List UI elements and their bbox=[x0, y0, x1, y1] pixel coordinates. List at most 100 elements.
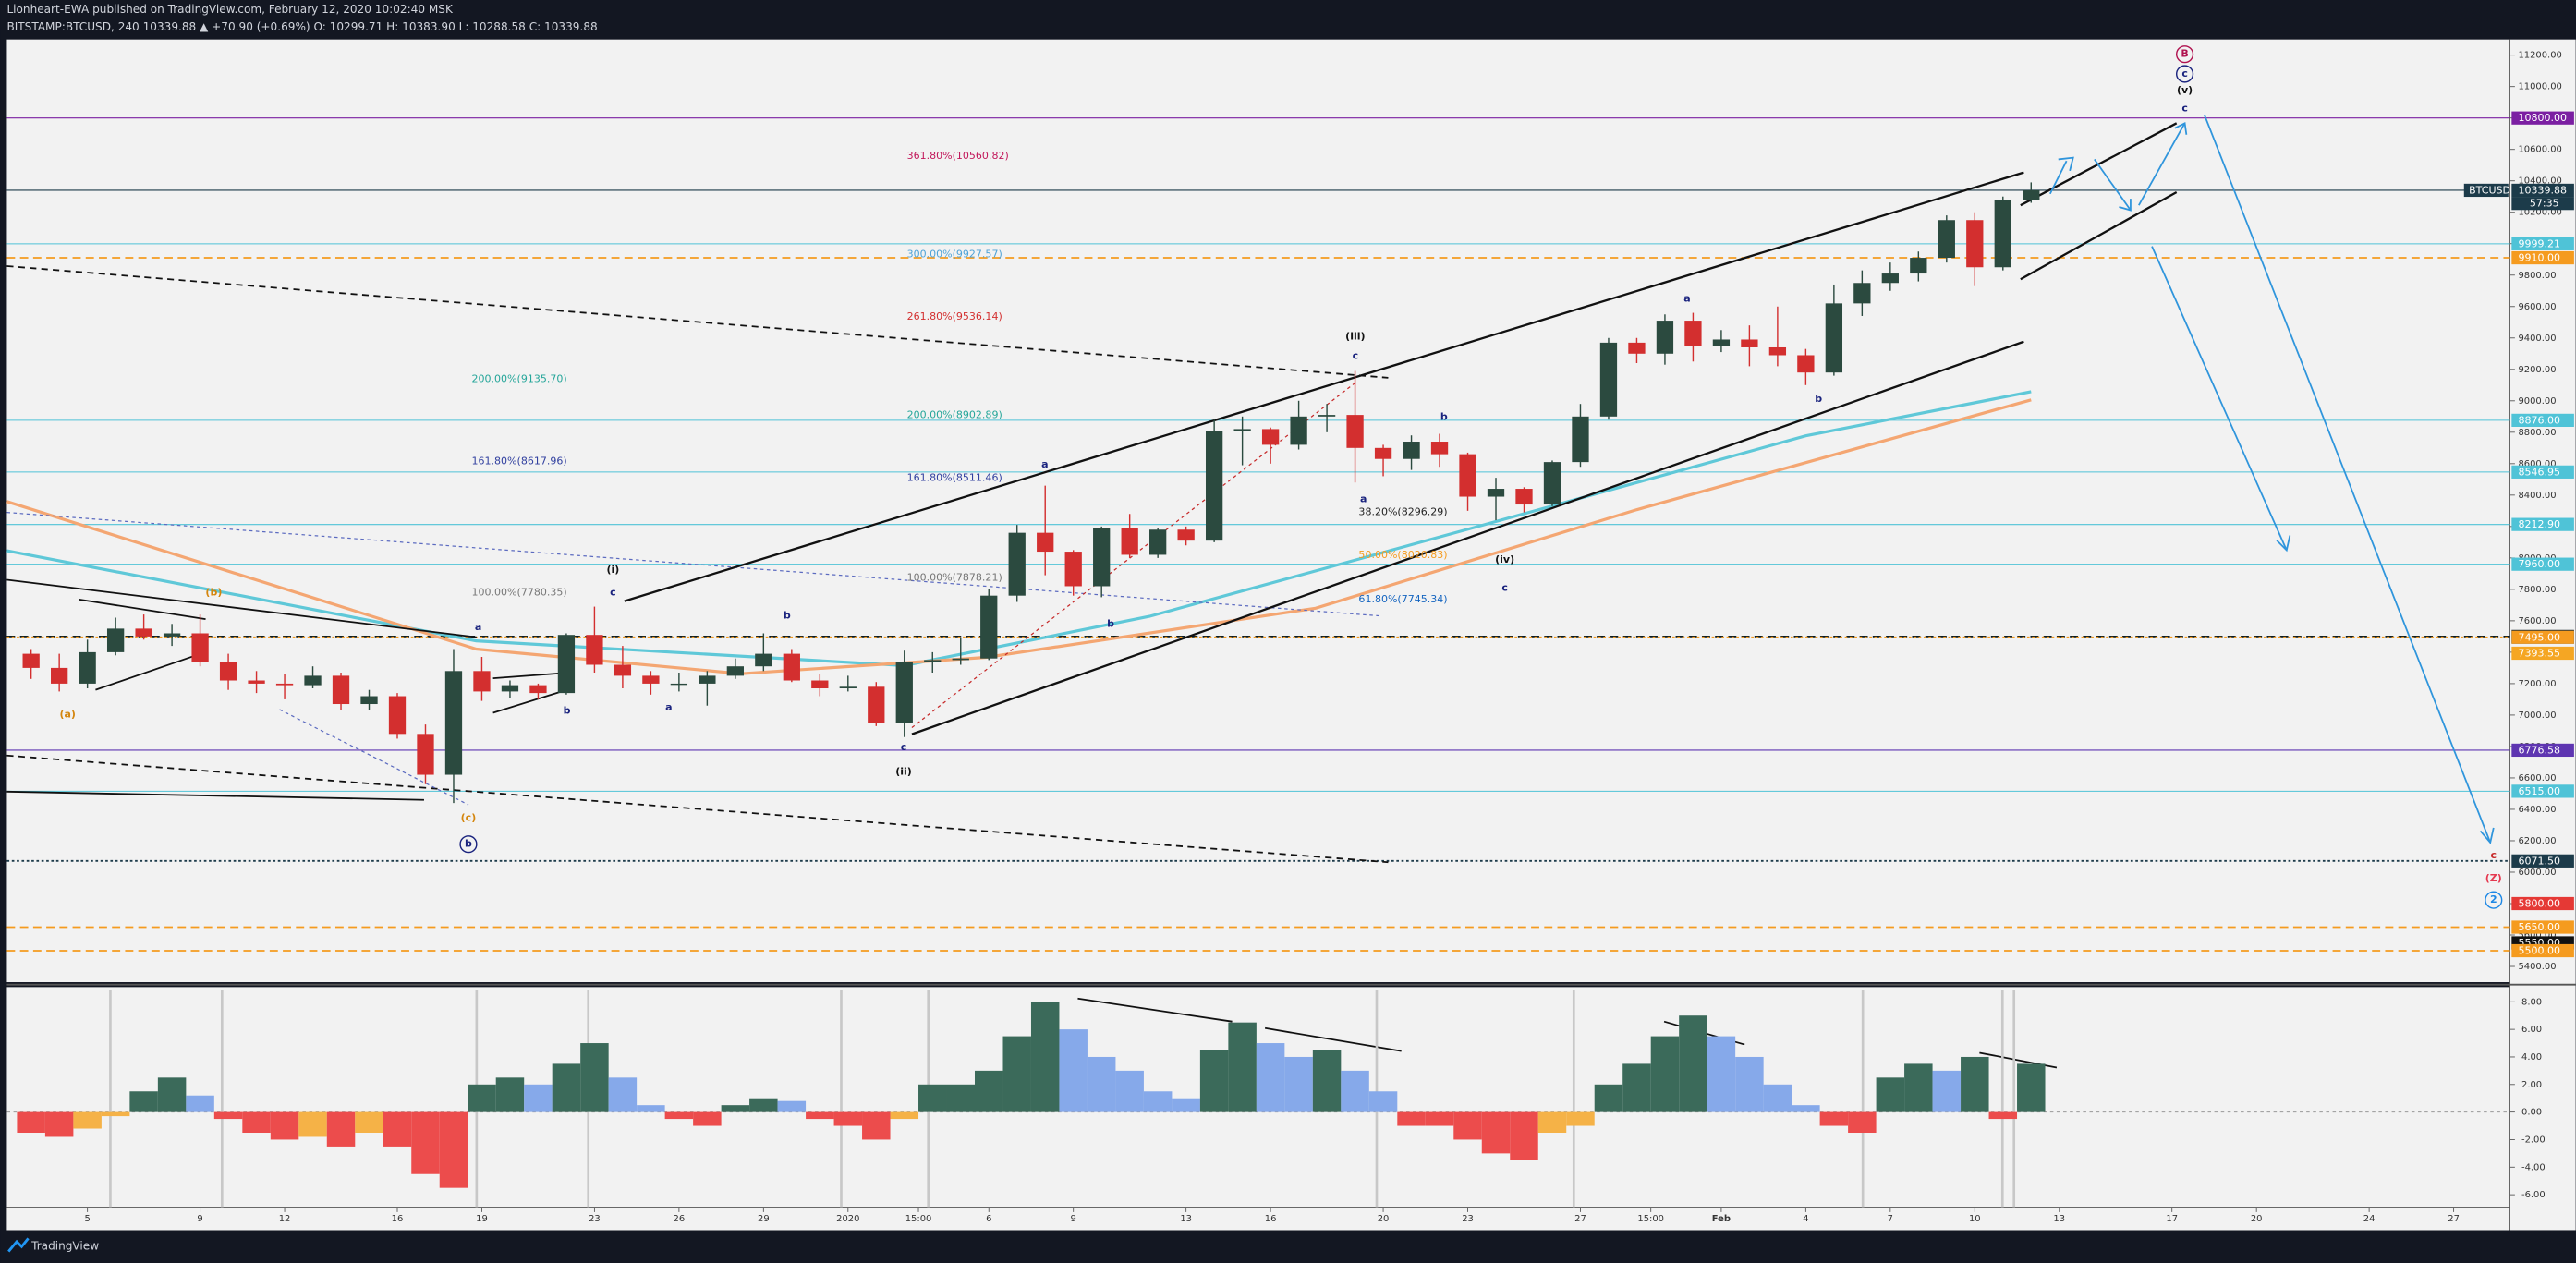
candle-body bbox=[1093, 528, 1111, 587]
wave-label: a bbox=[665, 701, 672, 713]
y-tick-label: 9400.00 bbox=[2518, 334, 2556, 344]
oscillator-bar bbox=[1425, 1111, 1454, 1126]
wave-label: c bbox=[1501, 581, 1508, 593]
oscillator-bar bbox=[1904, 1063, 1933, 1112]
oscillator-bar bbox=[693, 1111, 722, 1126]
countdown-tag bbox=[2511, 197, 2574, 211]
price-tag bbox=[2511, 183, 2574, 198]
candle-body bbox=[22, 653, 40, 668]
oscillator-bar bbox=[44, 1111, 74, 1137]
oscillator-bar bbox=[1059, 1029, 1088, 1112]
oscillator-bar bbox=[298, 1111, 327, 1137]
candle-body bbox=[1515, 489, 1533, 505]
wave-label: a bbox=[1041, 458, 1048, 470]
oscillator-bar bbox=[1735, 1056, 1764, 1112]
oscillator-bar bbox=[974, 1070, 1003, 1112]
x-tick-label: 7 bbox=[1888, 1214, 1893, 1224]
wave-label: B bbox=[2181, 48, 2188, 60]
candle-body bbox=[1261, 429, 1280, 445]
price-tag bbox=[2511, 413, 2574, 427]
price-tag-label: 9910.00 bbox=[2518, 252, 2560, 264]
candle-body bbox=[1966, 220, 1984, 268]
oscillator-bar bbox=[833, 1111, 863, 1126]
fib-label: 61.80%(7745.34) bbox=[1358, 593, 1447, 605]
osc-y-tick-label: -2.00 bbox=[2521, 1135, 2546, 1145]
candle-body bbox=[1177, 529, 1195, 541]
price-tag-label: 10339.88 bbox=[2518, 184, 2567, 196]
oscillator-bar bbox=[946, 1084, 975, 1112]
candle-body bbox=[1290, 416, 1307, 445]
osc-y-tick-label: 4.00 bbox=[2521, 1052, 2542, 1063]
wave-label: b bbox=[465, 838, 472, 850]
candle-body bbox=[163, 633, 181, 637]
candle-body bbox=[1741, 339, 1758, 347]
fib-label: 100.00%(7780.35) bbox=[472, 587, 567, 599]
candle-body bbox=[1712, 339, 1731, 346]
candle-body bbox=[642, 675, 660, 684]
candle-body bbox=[1121, 528, 1138, 555]
oscillator-bar bbox=[1594, 1084, 1623, 1112]
candle-body bbox=[755, 653, 772, 667]
oscillator-bar bbox=[552, 1063, 581, 1112]
candle-body bbox=[952, 658, 969, 661]
fib-label: 361.80%(10560.82) bbox=[907, 150, 1009, 162]
wave-label: a bbox=[1360, 492, 1367, 504]
candle-body bbox=[1825, 303, 1843, 373]
wave-label: c bbox=[2181, 102, 2188, 114]
oscillator-bar bbox=[1537, 1111, 1567, 1134]
candle-body bbox=[1543, 462, 1561, 505]
price-levels bbox=[6, 55, 2515, 1212]
wave-label: b bbox=[1440, 411, 1448, 423]
symbol-tag bbox=[2463, 183, 2509, 198]
y-tick-label: 9800.00 bbox=[2518, 271, 2556, 281]
price-tag bbox=[2511, 920, 2574, 934]
y-tick-label: 7000.00 bbox=[2518, 710, 2556, 721]
x-tick-label: 29 bbox=[758, 1214, 770, 1224]
candle-body bbox=[1037, 532, 1054, 553]
x-tick-label: 15:00 bbox=[1637, 1214, 1664, 1224]
oscillator-bar bbox=[918, 1084, 947, 1112]
wave-label: b bbox=[784, 610, 791, 622]
y-tick-label: 10600.00 bbox=[2518, 145, 2561, 155]
candle-body bbox=[1233, 429, 1251, 431]
oscillator-bar bbox=[1312, 1050, 1342, 1112]
x-tick-label: 9 bbox=[197, 1214, 202, 1224]
candle-body bbox=[1656, 321, 1674, 354]
candle-body bbox=[79, 651, 96, 684]
candle-body bbox=[557, 635, 576, 694]
oscillator-bar bbox=[1115, 1070, 1144, 1112]
oscillator-bar bbox=[1932, 1070, 1962, 1112]
oscillator-bar bbox=[664, 1111, 694, 1120]
candle-body bbox=[1853, 283, 1871, 304]
price-tag bbox=[2511, 896, 2574, 911]
candles bbox=[22, 182, 2040, 804]
price-tag bbox=[2511, 517, 2574, 531]
candle-body bbox=[980, 595, 998, 659]
candle-body bbox=[473, 671, 491, 692]
candle-body bbox=[417, 734, 434, 775]
price-tag bbox=[2511, 237, 2574, 250]
osc-y-tick-label: 2.00 bbox=[2521, 1080, 2542, 1090]
wave-label: (iv) bbox=[1495, 553, 1514, 565]
candle-body bbox=[360, 696, 378, 705]
fib-label: 300.00%(9927.57) bbox=[907, 249, 1002, 261]
oscillator-bar bbox=[1510, 1111, 1538, 1160]
y-tick-label: 11200.00 bbox=[2518, 51, 2561, 61]
oscillator-bar bbox=[524, 1084, 553, 1112]
author-line: Lionheart-EWA published on TradingView.c… bbox=[6, 3, 453, 16]
y-tick-label: 6200.00 bbox=[2518, 836, 2556, 846]
symbol-line: BITSTAMP:BTCUSD, 240 10339.88 ▲ +70.90 (… bbox=[6, 20, 597, 33]
wave-label: b bbox=[564, 705, 571, 717]
price-tag bbox=[2511, 111, 2574, 125]
price-tag-label: 9999.21 bbox=[2518, 237, 2560, 249]
oscillator-bar bbox=[862, 1111, 891, 1140]
oscillator-bar bbox=[1848, 1111, 1877, 1134]
footer-brand: TradingView bbox=[30, 1240, 99, 1253]
candle-body bbox=[501, 685, 519, 692]
osc-y-tick-label: 8.00 bbox=[2521, 997, 2542, 1007]
price-tag-label: 7960.00 bbox=[2518, 558, 2560, 570]
wave-label: b bbox=[1815, 393, 1822, 405]
fib-label: 50.00%(8020.83) bbox=[1358, 549, 1447, 561]
candle-body bbox=[51, 667, 68, 684]
